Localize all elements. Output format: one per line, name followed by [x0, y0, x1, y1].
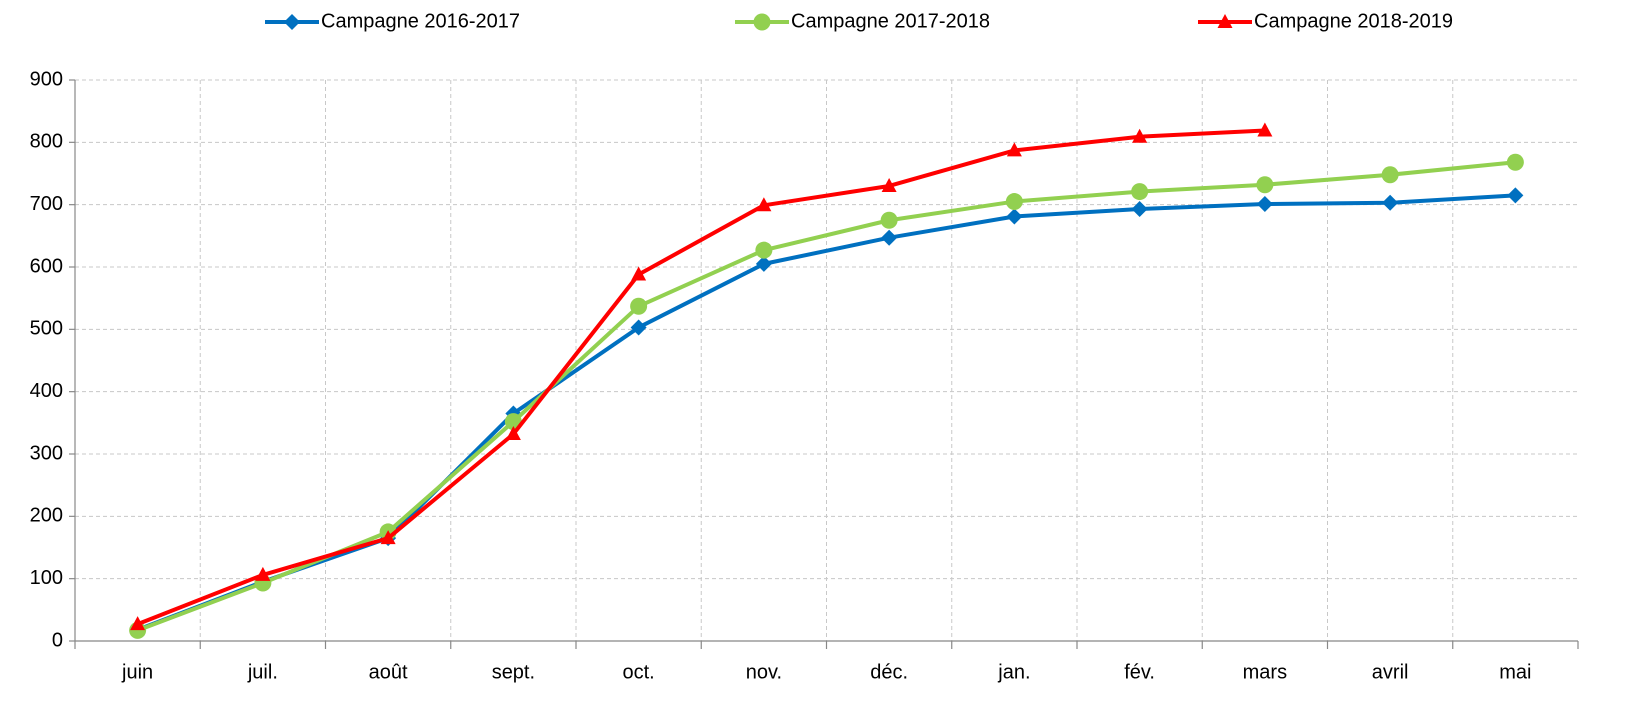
x-tick-label: mars	[1243, 661, 1287, 683]
x-tick-label: nov.	[746, 661, 782, 683]
marker	[753, 13, 771, 31]
x-tick-label: juil.	[247, 661, 278, 683]
x-tick-label: avril	[1372, 661, 1409, 683]
x-tick-label: fév.	[1124, 661, 1155, 683]
marker	[380, 530, 396, 545]
y-tick-label: 900	[30, 68, 63, 90]
x-tick-label: mai	[1499, 661, 1531, 683]
y-tick-label: 500	[30, 318, 63, 340]
marker	[1006, 142, 1022, 157]
marker	[880, 211, 898, 229]
series-line	[136, 128, 1265, 627]
x-tick-label: juin	[121, 661, 153, 683]
y-tick-label: 300	[30, 442, 63, 464]
marker	[1006, 208, 1023, 225]
marker	[1381, 166, 1399, 184]
marker	[1256, 196, 1273, 213]
series-line	[136, 160, 1516, 633]
marker	[1382, 194, 1399, 211]
marker	[755, 255, 772, 272]
marker	[755, 241, 773, 259]
marker	[1507, 187, 1524, 204]
marker	[630, 297, 648, 315]
y-tick-label: 800	[30, 131, 63, 153]
marker	[631, 266, 647, 281]
y-tick-label: 100	[30, 567, 63, 589]
marker	[881, 177, 897, 192]
legend-label: Campagne 2018-2019	[1254, 10, 1453, 32]
y-tick-label: 600	[30, 255, 63, 277]
marker	[505, 426, 521, 441]
marker	[1256, 176, 1274, 194]
marker	[255, 566, 271, 581]
marker	[284, 14, 300, 30]
y-tick-label: 0	[52, 629, 63, 651]
legend-label: Campagne 2017-2018	[791, 10, 990, 32]
marker	[1257, 122, 1273, 137]
y-tick-label: 700	[30, 193, 63, 215]
marker	[630, 319, 647, 336]
y-tick-label: 400	[30, 380, 63, 402]
marker	[756, 197, 772, 212]
legend-label: Campagne 2016-2017	[321, 10, 520, 32]
y-tick-label: 200	[30, 505, 63, 527]
x-tick-label: sept.	[492, 661, 535, 683]
marker	[1217, 14, 1233, 28]
marker	[1005, 193, 1023, 211]
x-tick-label: oct.	[623, 661, 655, 683]
x-tick-label: jan.	[997, 661, 1030, 683]
marker	[1132, 128, 1148, 143]
marker	[130, 616, 146, 631]
marker	[1131, 201, 1148, 218]
x-tick-label: août	[369, 661, 408, 683]
marker	[1506, 153, 1524, 171]
marker	[881, 229, 898, 246]
marker	[1131, 183, 1149, 201]
x-tick-label: déc.	[870, 661, 908, 683]
